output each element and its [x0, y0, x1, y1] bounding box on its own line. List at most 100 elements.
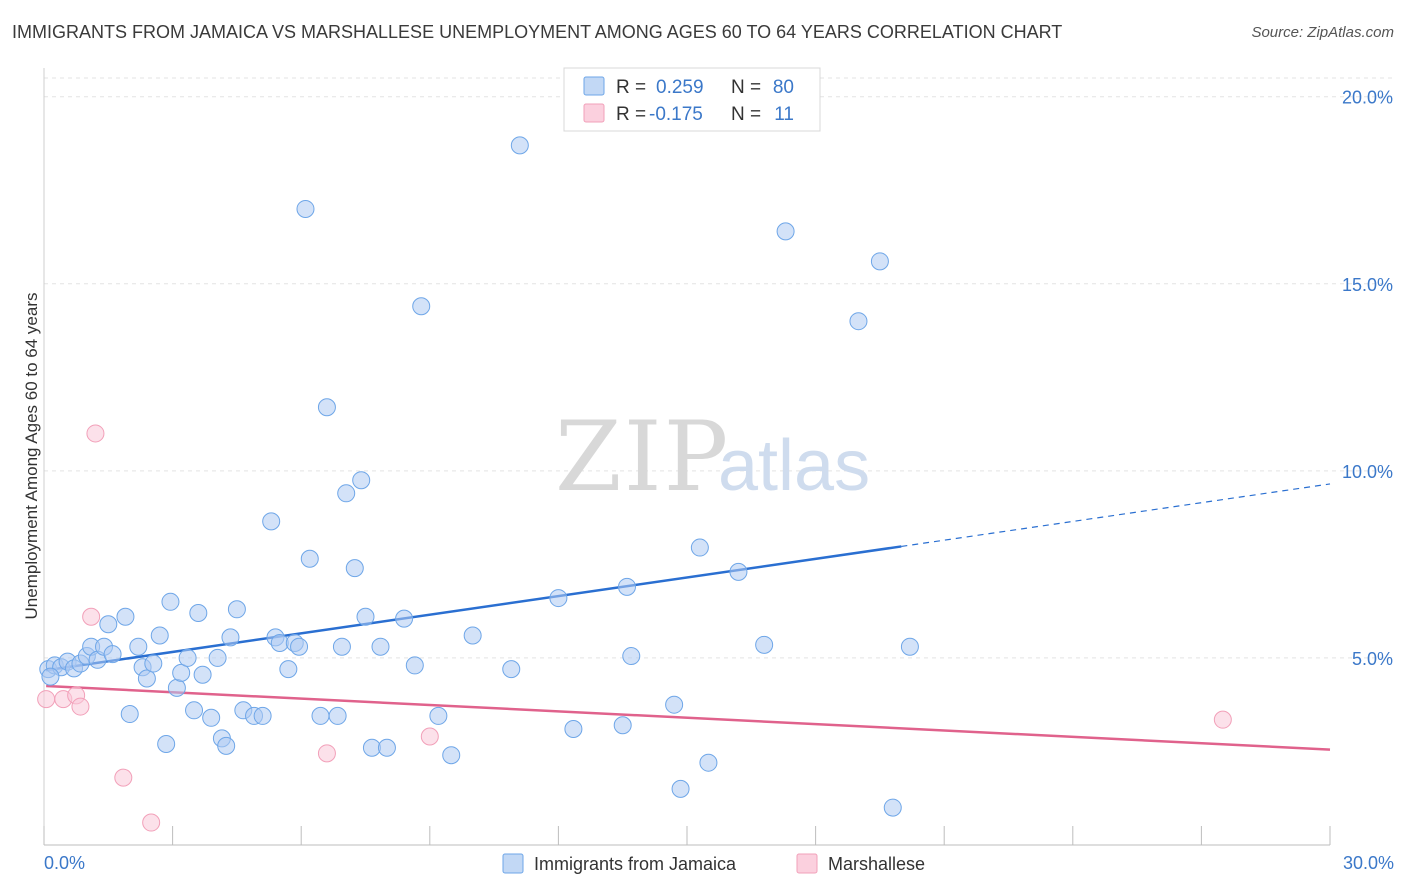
point-marshallese-7: [142, 813, 161, 832]
point-jamaica-32: [227, 600, 246, 619]
point-jamaica-64: [564, 720, 583, 739]
point-marshallese-8: [317, 744, 336, 763]
point-jamaica-74: [776, 222, 795, 241]
point-jamaica-41: [290, 637, 309, 656]
trend-line-jamaica-extension: [901, 483, 1331, 548]
point-jamaica-16: [137, 669, 156, 688]
point-jamaica-42: [296, 199, 315, 218]
bottom-legend-swatch-jamaica: [502, 853, 524, 874]
point-jamaica-60: [463, 626, 482, 645]
point-jamaica-46: [328, 706, 347, 725]
point-marshallese-3: [71, 697, 90, 716]
x-tick-label-min: 0.0%: [44, 853, 85, 873]
y-tick-label-0: 5.0%: [1352, 649, 1393, 669]
point-jamaica-18: [150, 626, 169, 645]
point-jamaica-63: [549, 589, 568, 608]
point-jamaica-50: [352, 471, 371, 490]
point-jamaica-13: [120, 705, 139, 724]
point-jamaica-69: [671, 779, 690, 798]
point-jamaica-27: [202, 708, 221, 727]
point-marshallese-6: [114, 768, 133, 787]
point-jamaica-19: [157, 734, 176, 753]
point-jamaica-76: [870, 252, 889, 271]
point-jamaica-44: [311, 706, 330, 725]
point-jamaica-11: [99, 615, 118, 634]
point-jamaica-28: [208, 648, 227, 667]
point-jamaica-58: [429, 706, 448, 725]
point-jamaica-12: [116, 607, 135, 626]
point-jamaica-21: [167, 678, 186, 697]
legend-r-label-2: R =: [616, 104, 646, 125]
point-jamaica-55: [395, 609, 414, 628]
x-tick-label-max: 30.0%: [1343, 853, 1394, 873]
point-jamaica-39: [279, 660, 298, 679]
legend-n-value-1: 80: [773, 77, 794, 98]
point-jamaica-24: [185, 701, 204, 720]
watermark-atlas: atlas: [718, 426, 870, 506]
point-jamaica-53: [371, 637, 390, 656]
point-jamaica-51: [356, 607, 375, 626]
point-jamaica-43: [300, 549, 319, 568]
point-jamaica-26: [193, 665, 212, 684]
legend-r-value-1: 0.259: [656, 77, 704, 98]
data-points: [37, 136, 1232, 832]
point-marshallese-4: [82, 607, 101, 626]
point-jamaica-52: [362, 738, 381, 757]
point-jamaica-78: [900, 637, 919, 656]
trend-line-marshallese: [46, 684, 1331, 751]
point-jamaica-49: [345, 559, 364, 578]
point-jamaica-45: [317, 398, 336, 417]
point-jamaica-48: [337, 484, 356, 503]
point-jamaica-65: [613, 716, 632, 735]
point-jamaica-77: [883, 798, 902, 817]
y-tick-label-3: 20.0%: [1342, 88, 1393, 108]
point-jamaica-30: [217, 736, 236, 755]
point-jamaica-75: [849, 312, 868, 331]
point-marshallese-5: [86, 424, 105, 443]
point-jamaica-20: [161, 592, 180, 611]
point-jamaica-61: [502, 660, 521, 679]
point-jamaica-73: [755, 635, 774, 654]
point-jamaica-59: [442, 746, 461, 765]
point-marshallese-0: [37, 690, 56, 709]
legend-swatch-jamaica: [583, 76, 605, 96]
point-jamaica-72: [729, 562, 748, 581]
y-tick-label-2: 15.0%: [1342, 275, 1393, 295]
point-jamaica-71: [699, 753, 718, 772]
bottom-legend-jamaica: Immigrants from Jamaica: [534, 854, 737, 874]
point-jamaica-67: [622, 647, 641, 666]
point-jamaica-70: [690, 538, 709, 557]
point-jamaica-38: [270, 633, 289, 652]
bottom-legend-marshallese: Marshallese: [828, 854, 925, 874]
legend-r-value-2: -0.175: [649, 104, 703, 125]
bottom-legend-swatch-marshallese: [796, 853, 818, 874]
source-label: Source: ZipAtlas.com: [1251, 24, 1394, 41]
legend-r-label-1: R =: [616, 77, 646, 98]
point-jamaica-14: [129, 637, 148, 656]
legend-n-label-1: N =: [731, 77, 761, 98]
point-jamaica-68: [665, 695, 684, 714]
watermark: ZIP atlas: [555, 401, 870, 513]
point-jamaica-36: [262, 512, 281, 531]
watermark-zip: ZIP: [555, 401, 730, 513]
point-jamaica-17: [144, 654, 163, 673]
chart-title: IMMIGRANTS FROM JAMAICA VS MARSHALLESE U…: [12, 22, 1063, 42]
point-jamaica-47: [332, 637, 351, 656]
point-jamaica-25: [189, 604, 208, 623]
legend-n-value-2: 11: [774, 104, 794, 125]
axes: [43, 68, 1331, 846]
point-jamaica-79: [41, 667, 60, 686]
point-jamaica-10: [103, 645, 122, 664]
point-jamaica-22: [172, 663, 191, 682]
bottom-legend: Immigrants from Jamaica Marshallese: [502, 853, 925, 874]
point-jamaica-56: [405, 656, 424, 675]
y-tick-labels: 5.0% 10.0% 15.0% 20.0%: [1342, 88, 1393, 669]
legend-n-label-2: N =: [731, 104, 761, 125]
legend-swatch-marshallese: [583, 103, 605, 123]
legend-box: R = 0.259 N = 80 R = -0.175 N = 11: [563, 67, 821, 132]
grid-lines: [44, 77, 1394, 659]
point-marshallese-10: [1213, 710, 1232, 729]
point-jamaica-54: [377, 738, 396, 757]
point-jamaica-31: [221, 628, 240, 647]
